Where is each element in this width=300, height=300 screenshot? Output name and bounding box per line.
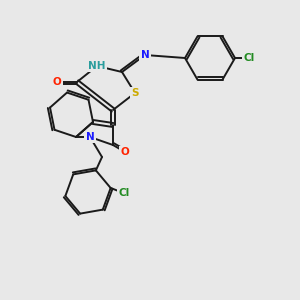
Text: O: O (52, 77, 62, 87)
Text: S: S (131, 88, 139, 98)
Text: N: N (85, 132, 94, 142)
Text: O: O (121, 147, 129, 157)
Text: Cl: Cl (118, 188, 129, 198)
Text: N: N (141, 50, 149, 60)
Text: NH: NH (88, 61, 106, 71)
Text: Cl: Cl (243, 53, 255, 63)
